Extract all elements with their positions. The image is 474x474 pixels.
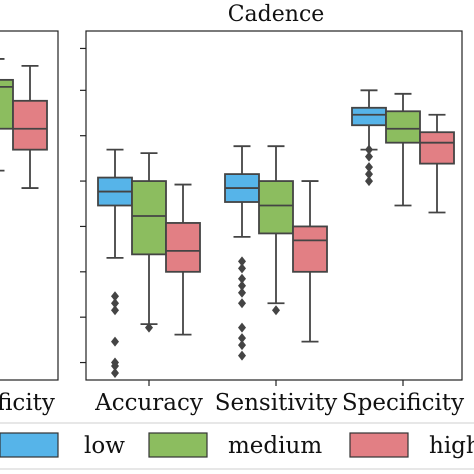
- left-x-tick-label: ficity: [0, 390, 55, 416]
- legend-swatch-medium: [148, 432, 208, 458]
- box-sensitivity-medium: [258, 145, 294, 316]
- box-sensitivity-low-outlier-4: [238, 298, 246, 309]
- box-accuracy-high-box: [165, 222, 201, 273]
- box-sensitivity-medium-box: [258, 180, 294, 235]
- box-accuracy-low-outlier-0: [111, 368, 119, 379]
- box-accuracy-medium-outlier-0: [145, 322, 153, 333]
- box-sensitivity-high-box: [292, 225, 328, 273]
- box-sensitivity-low-outlier-6: [238, 280, 246, 291]
- box-sensitivity-low-outlier-9: [238, 256, 246, 267]
- plot-frame: [85, 30, 463, 381]
- x-tick-label-sensitivity: Sensitivity: [215, 390, 338, 416]
- chart-title: Cadence: [228, 2, 325, 27]
- box-accuracy-low-outlier-5: [111, 298, 119, 309]
- box-layer: [0, 58, 455, 379]
- left-panel: ficity: [0, 30, 59, 416]
- box-specificity-medium: [385, 92, 421, 207]
- left-box-medium: [0, 58, 14, 172]
- x-tick-label-accuracy: Accuracy: [94, 390, 203, 416]
- left-plot-frame: [0, 30, 59, 381]
- box-sensitivity-low-outlier-7: [238, 273, 246, 284]
- box-specificity-high-box: [419, 131, 455, 165]
- legend-label-high: high: [429, 433, 474, 459]
- box-sensitivity-low-outlier-5: [238, 287, 246, 298]
- box-sensitivity-high: [292, 180, 328, 343]
- legend-swatch-high: [349, 432, 409, 458]
- box-specificity-low-outlier-3: [365, 151, 373, 162]
- box-accuracy-low-outlier-4: [111, 305, 119, 316]
- box-sensitivity-medium-outlier-0: [272, 305, 280, 316]
- legend-swatch-low: [0, 432, 59, 458]
- left-box-high-box: [12, 99, 48, 151]
- box-specificity-low: [351, 89, 387, 187]
- box-specificity-medium-box: [385, 110, 421, 144]
- x-tick-labels: Accuracy Sensitivity Specificity: [94, 380, 464, 416]
- legend-label-low: low: [84, 433, 125, 459]
- box-accuracy-medium-box: [131, 180, 167, 256]
- box-specificity-low-outlier-1: [365, 169, 373, 180]
- box-specificity-high: [419, 113, 455, 214]
- box-sensitivity-low-outlier-3: [238, 322, 246, 333]
- box-sensitivity-low-outlier-0: [238, 350, 246, 361]
- box-accuracy-low-outlier-3: [111, 336, 119, 347]
- box-specificity-low-outlier-4: [365, 144, 373, 155]
- box-sensitivity-low-outlier-8: [238, 263, 246, 274]
- box-accuracy-high: [165, 183, 201, 336]
- box-specificity-low-outlier-2: [365, 162, 373, 173]
- left-box-high: [12, 65, 48, 189]
- box-sensitivity-low-outlier-1: [238, 340, 246, 351]
- right-panel: Cadence Accuracy Sensitivity Specificity: [80, 2, 464, 416]
- box-accuracy-medium: [131, 152, 167, 333]
- box-accuracy-low-outlier-2: [111, 357, 119, 368]
- box-sensitivity-low: [224, 145, 260, 361]
- legend-label-medium: medium: [228, 433, 322, 459]
- box-specificity-low-box: [351, 106, 387, 127]
- box-accuracy-low-outlier-6: [111, 291, 119, 302]
- box-specificity-low-outlier-0: [365, 176, 373, 187]
- y-ticks: [80, 47, 86, 364]
- box-accuracy-low: [97, 148, 133, 379]
- legend: low medium high: [0, 422, 474, 470]
- x-tick-label-specificity: Specificity: [342, 390, 464, 416]
- box-sensitivity-low-outlier-2: [238, 333, 246, 344]
